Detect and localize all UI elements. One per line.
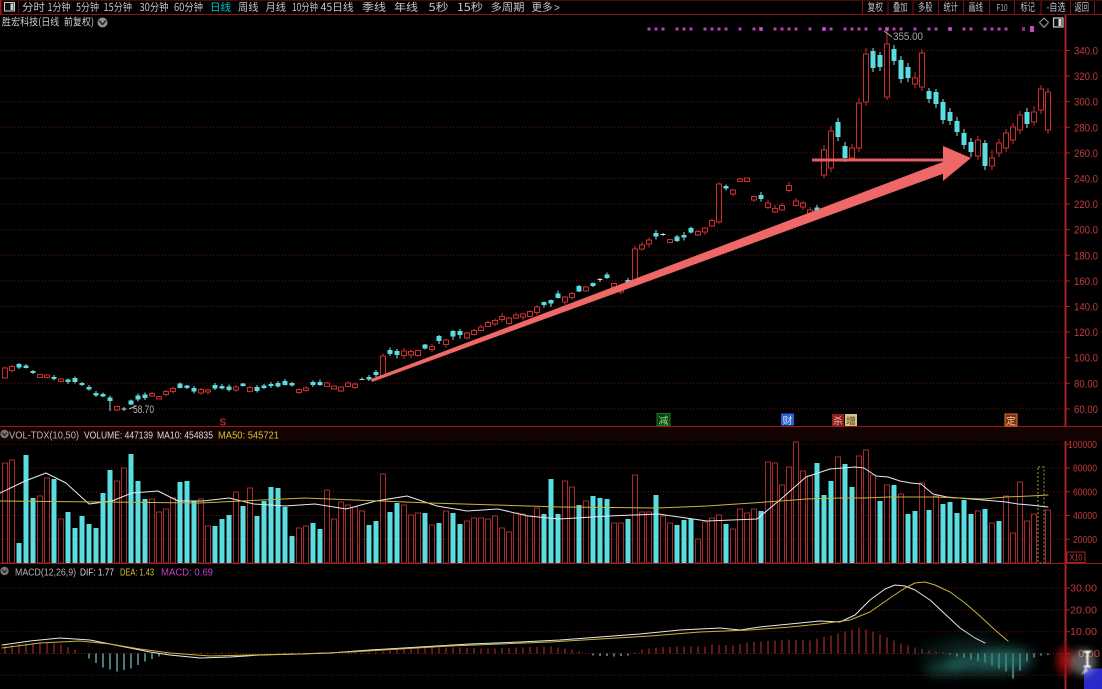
svg-text:20.00: 20.00 — [1070, 604, 1097, 616]
svg-text:MA50: 545721: MA50: 545721 — [218, 431, 279, 442]
svg-text:60.00: 60.00 — [1074, 404, 1098, 416]
svg-text:80.00: 80.00 — [1074, 378, 1098, 390]
svg-text:40000: 40000 — [1073, 510, 1097, 522]
svg-text:F10: F10 — [997, 3, 1008, 14]
svg-text:>: > — [554, 3, 560, 14]
svg-text:280.0: 280.0 — [1074, 122, 1098, 134]
svg-text:VOLUME: 447139: VOLUME: 447139 — [84, 431, 153, 442]
svg-text:100000: 100000 — [1068, 439, 1097, 451]
svg-text:VOL-TDX(10,50): VOL-TDX(10,50) — [9, 431, 79, 442]
svg-text:140.0: 140.0 — [1074, 302, 1098, 314]
svg-text:260.0: 260.0 — [1074, 148, 1098, 160]
svg-text:240.0: 240.0 — [1074, 174, 1098, 186]
svg-text:180.0: 180.0 — [1074, 250, 1098, 262]
svg-text:100.0: 100.0 — [1074, 353, 1098, 365]
svg-text:160.0: 160.0 — [1074, 276, 1098, 288]
svg-text:220.0: 220.0 — [1074, 199, 1098, 211]
svg-text:MACD: 0.69: MACD: 0.69 — [161, 568, 213, 579]
svg-text:355.00: 355.00 — [893, 31, 923, 43]
svg-text:60000: 60000 — [1073, 486, 1097, 498]
svg-text:20000: 20000 — [1073, 534, 1097, 546]
svg-text:X10: X10 — [1070, 553, 1083, 564]
svg-text:320.0: 320.0 — [1074, 71, 1098, 83]
svg-text:300.0: 300.0 — [1074, 97, 1098, 109]
svg-text:200.0: 200.0 — [1074, 225, 1098, 237]
svg-text:DIF: 1.77: DIF: 1.77 — [80, 568, 114, 579]
svg-text:30.00: 30.00 — [1070, 583, 1097, 595]
svg-text:80000: 80000 — [1073, 463, 1097, 475]
svg-text:58.70: 58.70 — [133, 404, 154, 416]
svg-text:MACD(12,26,9): MACD(12,26,9) — [15, 568, 76, 579]
svg-text:120.0: 120.0 — [1074, 327, 1098, 339]
svg-text:S: S — [220, 418, 227, 429]
svg-text:DEA: 1.43: DEA: 1.43 — [120, 568, 154, 579]
svg-text:340.0: 340.0 — [1074, 46, 1098, 58]
svg-text:10.00: 10.00 — [1070, 626, 1097, 638]
svg-text:MA10: 454835: MA10: 454835 — [157, 431, 213, 442]
